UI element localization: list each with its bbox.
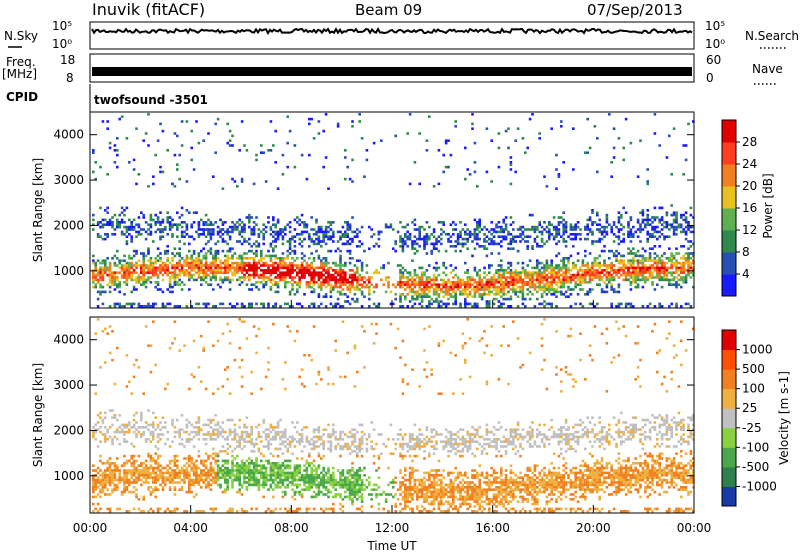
- nsky-tick-bottom: 10⁰: [52, 37, 72, 51]
- power-colorbar-swatch: [722, 120, 736, 143]
- velocity-colorbar-tick: -1000: [742, 479, 777, 493]
- xtick-label: 04:00: [173, 521, 208, 535]
- velocity-colorbar-swatch: [722, 330, 736, 350]
- xtick-label: 16:00: [475, 521, 510, 535]
- time-axis: 00:00 04:00 08:00 12:00 16:00 20:00 00:00: [73, 300, 712, 535]
- power-colorbar-swatch: [722, 208, 736, 231]
- velocity-colorbar-swatch: [722, 408, 736, 428]
- xtick-label: 00:00: [73, 521, 108, 535]
- velocity-ylabel: Slant Range [km]: [31, 363, 45, 467]
- velocity-colorbar-tick: 500: [742, 362, 765, 376]
- velocity-colorbar-tick: -100: [742, 440, 769, 454]
- velocity-colorbar-swatch: [722, 389, 736, 409]
- power-heatmap: [92, 113, 695, 308]
- velocity-colorbar-swatch: [722, 447, 736, 467]
- velocity-colorbar-tick: 1000: [742, 343, 773, 357]
- power-ylabel: Slant Range [km]: [31, 158, 45, 262]
- velocity-ytick-label: 3000: [53, 378, 84, 392]
- power-colorbar-swatch: [722, 274, 736, 297]
- date-title: 07/Sep/2013: [587, 1, 683, 19]
- power-colorbar-tick: 20: [742, 179, 757, 193]
- nsearch-label: N.Search: [745, 29, 799, 43]
- xtick-label: 12:00: [375, 521, 410, 535]
- velocity-ytick-label: 1000: [53, 469, 84, 483]
- velocity-colorbar-tick: -25: [742, 421, 762, 435]
- velocity-colorbar-swatch: [722, 467, 736, 487]
- velocity-colorbar-label: Velocity [m s-1]: [777, 371, 791, 465]
- power-colorbar: 4 8 12 16 20 24 28 Power [dB]: [722, 120, 775, 297]
- xtick-label: 20:00: [576, 521, 611, 535]
- velocity-colorbar-swatch: [722, 428, 736, 448]
- velocity-colorbar-tick: 100: [742, 382, 765, 396]
- power-colorbar-tick: 16: [742, 201, 757, 215]
- velocity-ytick-label: 2000: [53, 423, 84, 437]
- velocity-ytick-label: 4000: [53, 333, 84, 347]
- velocity-colorbar-swatch: [722, 350, 736, 370]
- power-colorbar-swatch: [722, 142, 736, 165]
- power-colorbar-tick: 24: [742, 157, 757, 171]
- freq-tick-top: 18: [60, 53, 75, 67]
- xtick-label: 00:00: [677, 521, 712, 535]
- power-panel: 1000 2000 3000 4000 Slant Range [km]: [31, 112, 695, 308]
- power-colorbar-tick: 28: [742, 135, 757, 149]
- power-colorbar-label: Power [dB]: [761, 173, 775, 238]
- nsky-tick-top: 10⁵: [52, 19, 72, 33]
- velocity-heatmap: [92, 318, 695, 513]
- power-colorbar-swatch: [722, 230, 736, 253]
- power-colorbar-tick: 12: [742, 223, 757, 237]
- nave-tick-bottom: 0: [706, 71, 714, 85]
- power-ytick-label: 3000: [53, 173, 84, 187]
- xaxis-title: Time UT: [366, 539, 417, 553]
- nave-label: Nave: [752, 62, 783, 76]
- nsearch-tick-bottom: 10⁰: [705, 37, 725, 51]
- freq-unit-label: [MHz]: [2, 67, 37, 81]
- power-colorbar-swatch: [722, 164, 736, 187]
- nsky-label: N.Sky: [4, 29, 38, 43]
- cpid-label: CPID: [6, 90, 38, 104]
- power-colorbar-swatch: [722, 186, 736, 209]
- cpid-value: twofsound -3501: [94, 93, 208, 107]
- velocity-panel: 1000 2000 3000 4000 Slant Range [km]: [31, 317, 695, 513]
- velocity-colorbar: 1000 500 100 25 -25 -100 -500 -1000 Velocity [m…: [722, 330, 791, 507]
- freq-tick-bottom: 8: [66, 71, 74, 85]
- power-colorbar-swatch: [722, 252, 736, 275]
- nsearch-tick-top: 10⁵: [705, 19, 725, 33]
- power-ytick-label: 2000: [53, 218, 84, 232]
- xtick-label: 08:00: [274, 521, 309, 535]
- power-colorbar-tick: 8: [742, 245, 750, 259]
- velocity-colorbar-swatch: [722, 486, 736, 506]
- velocity-colorbar-swatch: [722, 369, 736, 389]
- nsky-panel: N.Sky 10⁵ 10⁰ 10⁵ 10⁰ N.Search: [4, 19, 799, 51]
- beam-title: Beam 09: [355, 1, 422, 19]
- nave-tick-top: 60: [706, 53, 721, 67]
- velocity-colorbar-tick: -500: [742, 460, 769, 474]
- freq-panel: Freq. [MHz] 18 8 60 0 Nave: [2, 53, 783, 85]
- power-colorbar-tick: 4: [742, 267, 750, 281]
- power-ytick-label: 1000: [53, 264, 84, 278]
- power-ytick-label: 4000: [53, 128, 84, 142]
- velocity-colorbar-tick: 25: [742, 401, 757, 415]
- station-title: Inuvik (fitACF): [92, 0, 205, 19]
